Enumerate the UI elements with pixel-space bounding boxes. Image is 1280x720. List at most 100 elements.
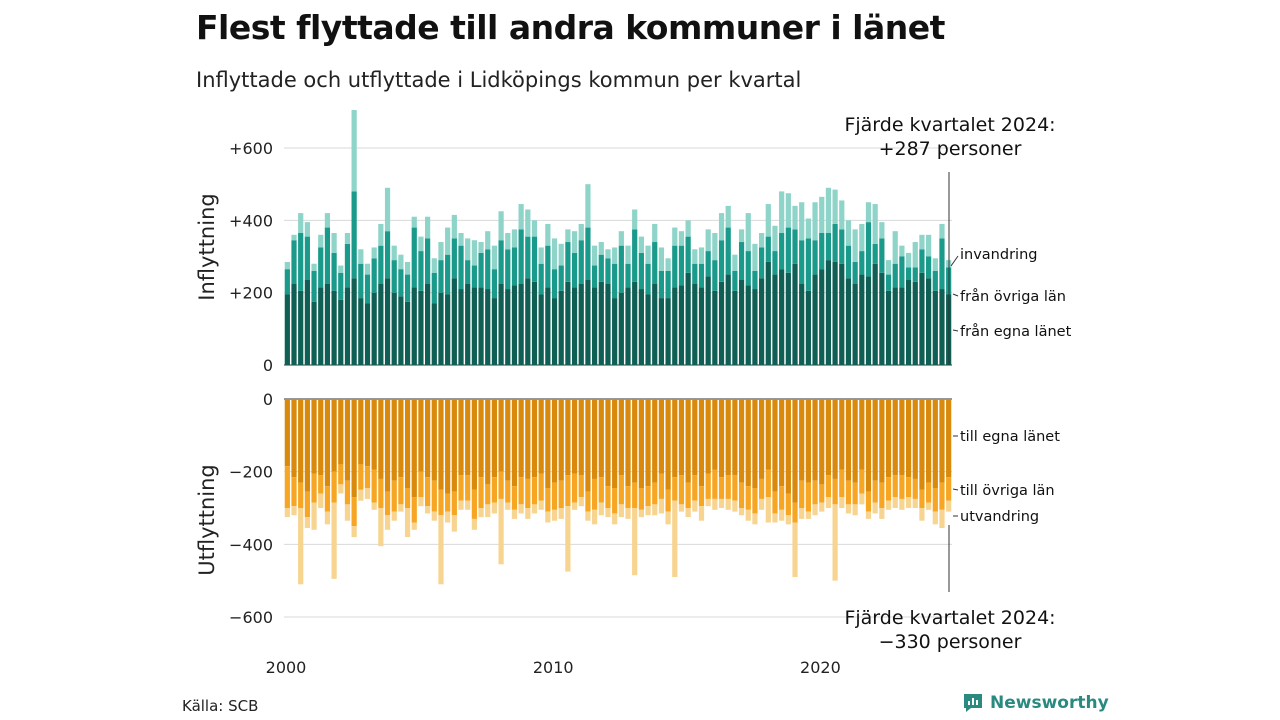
bar-out-segment bbox=[879, 508, 885, 519]
bar-in-segment bbox=[692, 249, 698, 264]
bar-out-segment bbox=[919, 399, 925, 490]
bar-out-segment bbox=[445, 511, 451, 523]
bar-in-segment bbox=[859, 251, 865, 275]
bar-in-segment bbox=[652, 223, 658, 243]
bar-out-segment bbox=[892, 497, 898, 508]
bar-in-segment bbox=[404, 261, 411, 275]
y-tick-label-bottom: −200 bbox=[229, 463, 273, 482]
bar-in-segment bbox=[498, 211, 504, 241]
bar-in-segment bbox=[284, 269, 290, 295]
chart-subtitle: Inflyttade och utflyttade i Lidköpings k… bbox=[196, 68, 802, 92]
bar-out-segment bbox=[785, 399, 791, 494]
bar-out-segment bbox=[812, 399, 818, 481]
bar-in-segment bbox=[331, 232, 337, 253]
bar-in-segment bbox=[585, 184, 591, 228]
bar-out-segment bbox=[698, 486, 705, 507]
bar-in-segment bbox=[632, 281, 638, 365]
bar-in-segment bbox=[926, 234, 932, 257]
logo-text: Newsworthy bbox=[990, 693, 1109, 713]
bar-out-segment bbox=[491, 477, 498, 503]
bar-out-segment bbox=[418, 497, 424, 507]
annotation-latest-outflow: −330 personer bbox=[879, 631, 1022, 653]
bar-in-segment bbox=[485, 289, 491, 365]
bar-in-segment bbox=[926, 256, 932, 279]
bar-in-segment bbox=[605, 283, 611, 366]
bar-out-segment bbox=[718, 399, 725, 478]
y-tick-label-bottom: −600 bbox=[229, 608, 273, 627]
bar-in-segment bbox=[451, 278, 457, 365]
bar-out-segment bbox=[685, 508, 691, 518]
bar-out-segment bbox=[338, 484, 344, 494]
bar-out-segment bbox=[905, 399, 912, 478]
bar-out-segment bbox=[411, 497, 417, 523]
y-tick-label-top: +200 bbox=[229, 284, 273, 303]
bar-in-segment bbox=[652, 283, 658, 366]
label-leader bbox=[952, 488, 959, 491]
bar-in-segment bbox=[485, 249, 491, 290]
bar-out-segment bbox=[438, 399, 444, 490]
bar-in-segment bbox=[812, 274, 818, 365]
bar-out-segment bbox=[632, 399, 638, 483]
bar-in-segment bbox=[398, 254, 404, 270]
bar-out-segment bbox=[939, 482, 945, 510]
bar-in-segment bbox=[445, 294, 451, 365]
bar-out-segment bbox=[725, 475, 731, 499]
bar-out-segment bbox=[391, 480, 397, 512]
bar-out-segment bbox=[879, 482, 885, 508]
bar-out-segment bbox=[732, 500, 738, 512]
bar-in-segment bbox=[364, 303, 371, 365]
bar-in-segment bbox=[511, 285, 518, 365]
bar-out-segment bbox=[331, 471, 337, 503]
bar-in-segment bbox=[745, 285, 751, 365]
bar-in-segment bbox=[872, 263, 878, 365]
bar-out-segment bbox=[632, 508, 638, 576]
bar-out-segment bbox=[738, 482, 745, 508]
bar-out-segment bbox=[438, 515, 444, 585]
bar-in-segment bbox=[291, 283, 297, 366]
bar-out-segment bbox=[612, 513, 618, 525]
bar-in-segment bbox=[879, 272, 885, 365]
bar-out-segment bbox=[485, 484, 491, 505]
bar-in-segment bbox=[705, 276, 711, 365]
bar-in-segment bbox=[371, 247, 377, 259]
x-tick-label: 2000 bbox=[266, 658, 307, 677]
bar-out-segment bbox=[431, 511, 437, 521]
bar-out-segment bbox=[745, 509, 751, 521]
bar-out-segment bbox=[458, 500, 464, 510]
bar-in-segment bbox=[759, 232, 765, 248]
bar-out-segment bbox=[939, 399, 945, 483]
bar-out-segment bbox=[318, 475, 324, 494]
bar-out-segment bbox=[665, 399, 671, 490]
bar-in-segment bbox=[525, 278, 531, 365]
bar-in-segment bbox=[565, 242, 571, 282]
bar-in-segment bbox=[531, 220, 538, 237]
bar-out-segment bbox=[585, 491, 591, 512]
bar-in-segment bbox=[805, 290, 811, 365]
diverging-bar-chart: 0 +200 +400 +600 0 −200 −400 −600 Inflyttning Utf… bbox=[195, 110, 1072, 677]
bar-out-segment bbox=[451, 491, 457, 516]
bar-out-segment bbox=[805, 482, 811, 512]
bar-in-segment bbox=[525, 236, 531, 279]
bar-in-segment bbox=[832, 189, 838, 224]
bar-in-segment bbox=[738, 280, 745, 365]
bar-in-segment bbox=[725, 205, 731, 228]
source-note: Källa: SCB bbox=[182, 697, 259, 715]
bar-out-segment bbox=[839, 469, 845, 498]
bar-in-segment bbox=[425, 283, 431, 366]
bar-in-segment bbox=[545, 287, 551, 365]
bar-out-segment bbox=[645, 399, 651, 487]
bar-in-segment bbox=[732, 254, 738, 271]
bar-out-segment bbox=[465, 500, 471, 510]
bar-in-segment bbox=[618, 245, 624, 293]
bar-in-segment bbox=[551, 298, 558, 365]
bar-in-segment bbox=[465, 238, 471, 261]
bar-in-segment bbox=[939, 238, 945, 290]
bar-in-segment bbox=[738, 229, 745, 243]
bar-in-segment bbox=[531, 236, 538, 282]
bar-out-segment bbox=[605, 486, 611, 508]
bar-in-segment bbox=[932, 290, 938, 365]
bar-out-segment bbox=[819, 502, 825, 512]
bar-out-segment bbox=[284, 466, 290, 508]
bar-in-segment bbox=[692, 263, 698, 284]
bar-out-segment bbox=[926, 399, 932, 483]
